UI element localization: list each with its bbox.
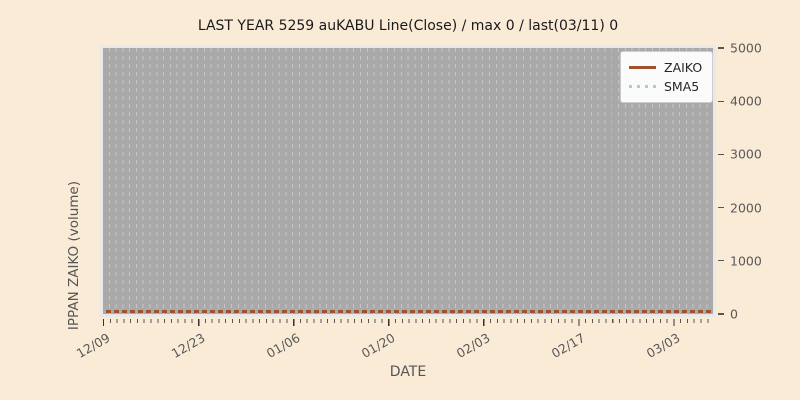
y-tick-label: 1000 xyxy=(730,253,762,269)
x-axis-label: DATE xyxy=(389,364,427,380)
y-axis-label-text: IPPAN ZAIKO (volume) xyxy=(66,180,82,331)
legend-item-zaiko: ZAIKO xyxy=(629,58,704,77)
zaiko-line-swatch xyxy=(629,66,656,69)
y-tick-label: 3000 xyxy=(730,146,762,162)
y-tick-mark xyxy=(718,47,724,49)
y-tick-label: 4000 xyxy=(730,93,762,109)
x-axis-major-ticks xyxy=(103,319,713,326)
y-tick-mark xyxy=(718,260,724,262)
y-tick-label: 2000 xyxy=(730,200,762,216)
y-tick-label: 0 xyxy=(730,306,738,322)
sma5-line-swatch xyxy=(629,85,656,88)
sma5-series-line xyxy=(103,310,713,313)
y-tick-mark xyxy=(718,100,724,102)
legend-label: SMA5 xyxy=(664,79,700,94)
y-tick-mark xyxy=(718,153,724,156)
chart-title: LAST YEAR 5259 auKABU Line(Close) / max … xyxy=(197,18,619,34)
y-tick-label: 5000 xyxy=(730,40,762,56)
legend-item-sma5: SMA5 xyxy=(629,77,704,96)
y-tick-mark xyxy=(718,206,724,209)
legend-label: ZAIKO xyxy=(664,60,703,75)
legend: ZAIKO SMA5 xyxy=(620,51,713,103)
plot-area xyxy=(100,45,716,317)
y-tick-mark xyxy=(718,313,724,315)
